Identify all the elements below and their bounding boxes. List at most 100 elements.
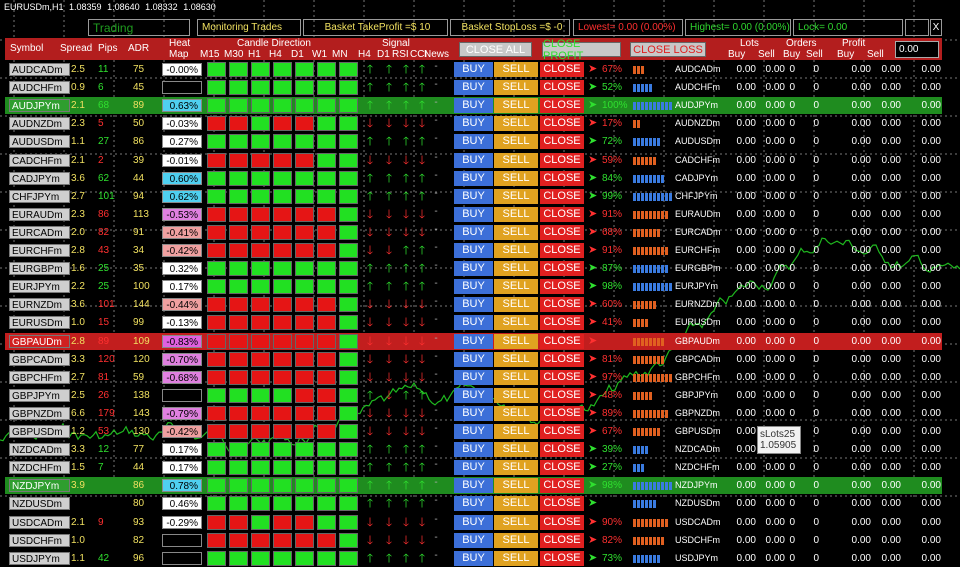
play-arrow-icon[interactable]: ➤ xyxy=(588,171,598,184)
sell-button[interactable]: SELL xyxy=(494,496,538,512)
close-button[interactable]: CLOSE xyxy=(540,315,584,331)
play-arrow-icon[interactable]: ➤ xyxy=(588,244,598,256)
symbol-button[interactable]: GBPUSDm xyxy=(9,425,70,438)
sell-button[interactable]: SELL xyxy=(494,351,538,367)
play-arrow-icon[interactable]: ➤ xyxy=(588,425,598,437)
close-button[interactable]: CLOSE xyxy=(540,98,584,114)
play-arrow-icon[interactable]: ➤ xyxy=(588,298,598,311)
close-panel-button[interactable]: X xyxy=(930,19,942,36)
sell-button[interactable]: SELL xyxy=(494,532,538,548)
sell-button[interactable]: SELL xyxy=(494,279,538,295)
buy-button[interactable]: BUY xyxy=(454,442,493,458)
close-button[interactable]: CLOSE xyxy=(540,170,584,186)
buy-button[interactable]: BUY xyxy=(454,279,493,295)
close-button[interactable]: CLOSE xyxy=(540,514,584,530)
buy-button[interactable]: BUY xyxy=(454,532,493,548)
close-all-button[interactable]: CLOSE ALL xyxy=(459,42,532,57)
symbol-button[interactable]: GBPNZDm xyxy=(9,406,70,420)
symbol-button[interactable]: USDJPYm xyxy=(9,551,70,565)
play-arrow-icon[interactable]: ➤ xyxy=(588,63,598,75)
close-button[interactable]: CLOSE xyxy=(540,224,584,240)
close-button[interactable]: CLOSE xyxy=(540,532,584,548)
play-arrow-icon[interactable]: ➤ xyxy=(588,189,598,202)
buy-button[interactable]: BUY xyxy=(454,116,493,132)
buy-button[interactable]: BUY xyxy=(454,170,493,186)
buy-button[interactable]: BUY xyxy=(454,387,493,403)
buy-button[interactable]: BUY xyxy=(454,152,493,168)
close-button[interactable]: CLOSE xyxy=(540,116,584,132)
sell-button[interactable]: SELL xyxy=(494,478,538,494)
buy-button[interactable]: BUY xyxy=(454,62,493,77)
sell-button[interactable]: SELL xyxy=(494,261,538,277)
play-arrow-icon[interactable]: ➤ xyxy=(588,443,598,456)
close-button[interactable]: CLOSE xyxy=(540,261,584,277)
sell-button[interactable]: SELL xyxy=(494,442,538,458)
play-arrow-icon[interactable]: ➤ xyxy=(588,153,598,166)
play-arrow-icon[interactable]: ➤ xyxy=(588,316,598,329)
symbol-button[interactable]: AUDCHFm xyxy=(9,81,70,95)
sell-button[interactable]: SELL xyxy=(494,387,538,403)
symbol-button[interactable]: USDCADm xyxy=(9,515,70,529)
sell-button[interactable]: SELL xyxy=(494,134,538,150)
symbol-button[interactable]: GBPJPYm xyxy=(9,388,70,402)
sell-button[interactable]: SELL xyxy=(494,550,538,566)
sell-button[interactable]: SELL xyxy=(494,514,538,530)
buy-button[interactable]: BUY xyxy=(454,405,493,421)
play-arrow-icon[interactable]: ➤ xyxy=(588,370,598,383)
close-button[interactable]: CLOSE xyxy=(540,62,584,77)
play-arrow-icon[interactable]: ➤ xyxy=(588,406,598,419)
buy-button[interactable]: BUY xyxy=(454,424,493,439)
symbol-button[interactable]: AUDJPYm xyxy=(9,99,70,113)
play-arrow-icon[interactable]: ➤ xyxy=(588,135,598,148)
symbol-button[interactable]: NZDUSDm xyxy=(9,497,70,511)
play-arrow-icon[interactable]: ➤ xyxy=(588,551,598,564)
buy-button[interactable]: BUY xyxy=(454,369,493,385)
buy-button[interactable]: BUY xyxy=(454,460,493,476)
symbol-button[interactable]: NZDJPYm xyxy=(9,479,70,493)
play-arrow-icon[interactable]: ➤ xyxy=(588,99,598,112)
close-button[interactable]: CLOSE xyxy=(540,550,584,566)
sell-button[interactable]: SELL xyxy=(494,152,538,168)
symbol-button[interactable]: NZDCHFm xyxy=(9,461,70,475)
profit-input[interactable]: 0.00 xyxy=(895,41,939,58)
sell-button[interactable]: SELL xyxy=(494,333,538,349)
symbol-button[interactable]: AUDNZDm xyxy=(9,117,70,131)
sell-button[interactable]: SELL xyxy=(494,116,538,132)
play-arrow-icon[interactable]: ➤ xyxy=(588,388,598,401)
sell-button[interactable]: SELL xyxy=(494,315,538,331)
play-arrow-icon[interactable]: ➤ xyxy=(588,533,598,546)
symbol-button[interactable]: NZDCADm xyxy=(9,443,70,457)
close-button[interactable]: CLOSE xyxy=(540,460,584,476)
close-button[interactable]: CLOSE xyxy=(540,405,584,421)
sell-button[interactable]: SELL xyxy=(494,98,538,114)
sell-button[interactable]: SELL xyxy=(494,369,538,385)
play-arrow-icon[interactable]: ➤ xyxy=(588,280,598,293)
buy-button[interactable]: BUY xyxy=(454,206,493,222)
buy-button[interactable]: BUY xyxy=(454,261,493,277)
sell-button[interactable]: SELL xyxy=(494,62,538,77)
buy-button[interactable]: BUY xyxy=(454,297,493,313)
close-button[interactable]: CLOSE xyxy=(540,333,584,349)
buy-button[interactable]: BUY xyxy=(454,496,493,512)
sell-button[interactable]: SELL xyxy=(494,297,538,313)
sell-button[interactable]: SELL xyxy=(494,206,538,222)
close-button[interactable]: CLOSE xyxy=(540,134,584,150)
buy-button[interactable]: BUY xyxy=(454,315,493,331)
symbol-button[interactable]: CADJPYm xyxy=(9,171,70,185)
buy-button[interactable]: BUY xyxy=(454,550,493,566)
close-button[interactable]: CLOSE xyxy=(540,442,584,458)
buy-button[interactable]: BUY xyxy=(454,243,493,258)
play-arrow-icon[interactable]: ➤ xyxy=(588,352,598,365)
play-arrow-icon[interactable]: ➤ xyxy=(588,334,598,347)
close-button[interactable]: CLOSE xyxy=(540,297,584,313)
close-button[interactable]: CLOSE xyxy=(540,351,584,367)
symbol-button[interactable]: GBPAUDm xyxy=(9,334,70,348)
close-button[interactable]: CLOSE xyxy=(540,478,584,494)
sell-button[interactable]: SELL xyxy=(494,460,538,476)
close-button[interactable]: CLOSE xyxy=(540,424,584,439)
play-arrow-icon[interactable]: ➤ xyxy=(588,225,598,238)
close-button[interactable]: CLOSE xyxy=(540,387,584,403)
symbol-button[interactable]: EURUSDm xyxy=(9,316,70,330)
symbol-button[interactable]: EURGBPm xyxy=(9,262,70,276)
symbol-button[interactable]: AUDCADm xyxy=(9,63,70,76)
